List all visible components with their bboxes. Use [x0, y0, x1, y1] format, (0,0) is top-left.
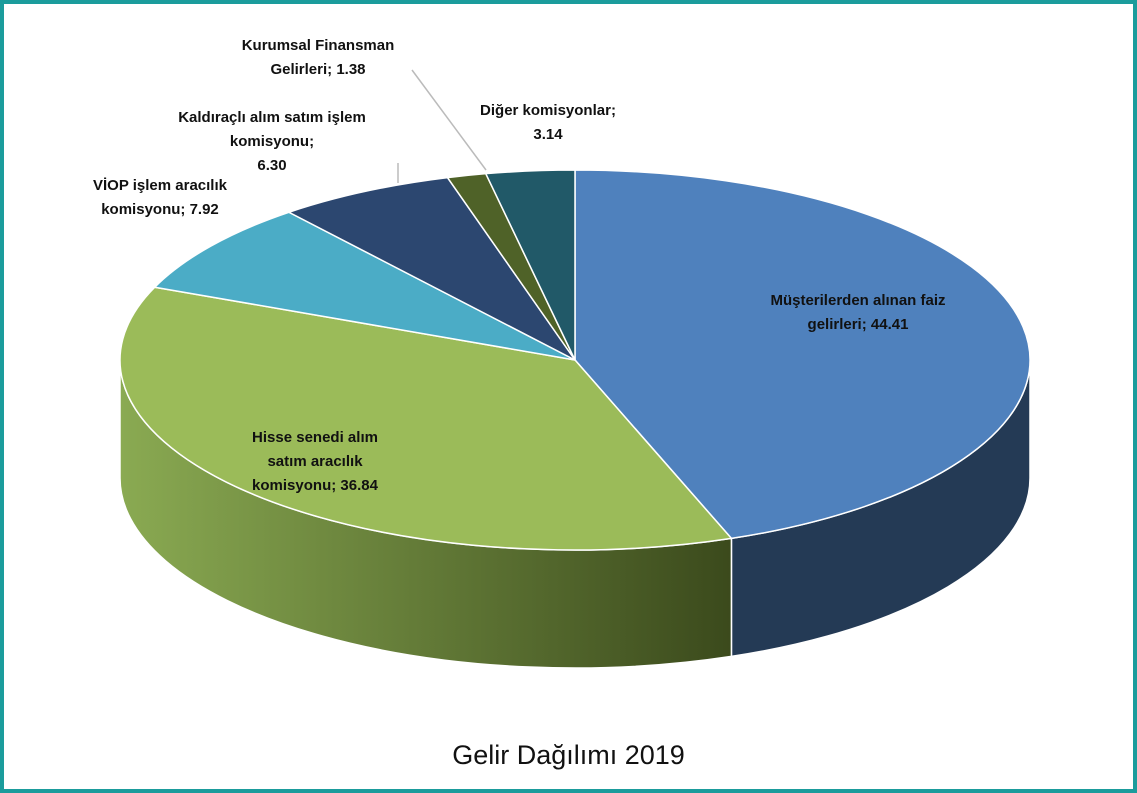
label-part: Müşterilerden alınan faiz gelirleri	[770, 292, 946, 333]
label-part: ;	[327, 61, 333, 78]
label-part: 3.14	[533, 126, 563, 143]
data-label: Diğer komisyonlar; 3.14	[448, 99, 648, 147]
pie-slice	[287, 176, 576, 361]
leader-line	[411, 69, 487, 171]
pie-slice	[574, 169, 1031, 540]
label-part: ;	[180, 201, 186, 218]
chart-title: Gelir Dağılımı 2019	[452, 740, 685, 770]
label-part: Kurumsal Finansman Gelirleri	[241, 37, 395, 78]
label-part: 6.30	[257, 157, 287, 174]
label-part: 44.41	[870, 316, 909, 333]
data-label: Hisse senedi alım satım aracılık komisyo…	[235, 426, 395, 498]
data-label: Kaldıraçlı alım satım işlem komisyonu; 6…	[172, 106, 372, 178]
data-label: Kurumsal Finansman Gelirleri; 1.38	[231, 34, 406, 82]
label-part: 1.38	[336, 61, 366, 78]
label-part: Diğer komisyonlar	[480, 102, 611, 119]
pie-slice	[484, 169, 576, 361]
label-part: 36.84	[340, 477, 378, 494]
label-part: ;	[309, 133, 315, 150]
label-part: VİOP işlem aracılık komisyonu	[93, 177, 227, 218]
label-part: Hisse senedi alım satım aracılık komisyo…	[252, 429, 378, 494]
data-label: VİOP işlem aracılık komisyonu; 7.92	[75, 174, 245, 222]
pie-slice	[153, 211, 576, 361]
label-part: 7.92	[189, 201, 219, 218]
label-part: ;	[331, 477, 337, 494]
pie-slice	[119, 286, 733, 551]
label-part: ;	[861, 316, 867, 333]
label-part: Kaldıraçlı alım satım işlem komisyonu	[178, 109, 366, 150]
data-label: Müşterilerden alınan faiz gelirleri; 44.…	[761, 289, 956, 337]
label-part: ;	[610, 102, 616, 119]
